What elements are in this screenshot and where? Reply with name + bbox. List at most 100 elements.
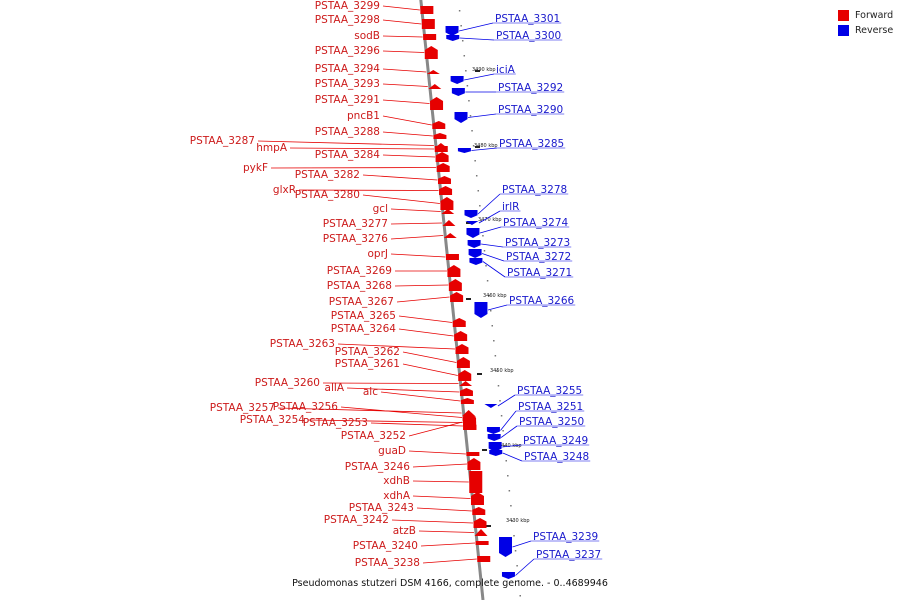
reverse-gene-label[interactable]: PSTAA_3301 [495, 13, 560, 25]
forward-gene[interactable] [442, 220, 456, 226]
forward-gene-label[interactable]: PSTAA_3238 [355, 557, 420, 569]
reverse-gene[interactable] [488, 442, 502, 452]
forward-gene-label[interactable]: pncB1 [347, 110, 380, 122]
forward-gene-label[interactable]: gcl [373, 203, 388, 215]
forward-gene-label[interactable]: glxR [273, 184, 296, 196]
forward-gene-label[interactable]: atzB [393, 525, 416, 537]
forward-gene-label[interactable]: PSTAA_3256 [273, 401, 339, 413]
forward-gene[interactable] [426, 70, 440, 74]
forward-gene-label[interactable]: PSTAA_3268 [327, 280, 392, 292]
reverse-gene[interactable] [501, 572, 515, 579]
forward-gene[interactable] [450, 292, 464, 302]
reverse-gene[interactable] [484, 404, 498, 408]
forward-gene[interactable] [448, 279, 462, 291]
forward-gene[interactable] [443, 233, 457, 238]
forward-gene-label[interactable]: xdhA [383, 490, 411, 502]
reverse-gene[interactable] [474, 302, 488, 318]
forward-gene-label[interactable]: PSTAA_3291 [315, 94, 380, 106]
reverse-gene-label[interactable]: PSTAA_3271 [507, 267, 572, 279]
forward-gene-label[interactable]: PSTAA_3294 [315, 63, 381, 75]
forward-gene[interactable] [459, 381, 473, 386]
forward-gene-label[interactable]: PSTAA_3277 [323, 218, 388, 230]
forward-gene[interactable] [462, 410, 476, 416]
reverse-gene-label[interactable]: PSTAA_3239 [533, 531, 598, 543]
forward-gene-label[interactable]: PSTAA_3284 [315, 149, 381, 161]
reverse-gene-label[interactable]: PSTAA_3273 [505, 237, 570, 249]
forward-gene[interactable] [460, 398, 474, 404]
reverse-gene-label[interactable]: PSTAA_3255 [517, 385, 582, 397]
reverse-gene-label[interactable]: PSTAA_3250 [519, 416, 584, 428]
forward-gene[interactable] [472, 507, 486, 515]
reverse-gene-label[interactable]: PSTAA_3237 [536, 549, 601, 561]
forward-gene-label[interactable]: PSTAA_3254 [240, 414, 306, 426]
forward-gene[interactable] [424, 46, 438, 59]
forward-gene[interactable] [467, 458, 481, 470]
forward-gene[interactable] [434, 146, 448, 152]
reverse-gene[interactable] [467, 240, 481, 248]
forward-gene-label[interactable]: oprJ [367, 248, 388, 260]
forward-gene-label[interactable]: PSTAA_3267 [329, 296, 394, 308]
forward-gene-label[interactable]: PSTAA_3243 [349, 502, 414, 514]
forward-gene[interactable] [447, 265, 461, 277]
forward-gene[interactable] [469, 471, 483, 493]
forward-gene-label[interactable]: PSTAA_3257 [210, 402, 275, 414]
forward-gene[interactable] [439, 186, 453, 195]
forward-gene[interactable] [445, 254, 459, 260]
reverse-gene[interactable] [454, 112, 468, 123]
reverse-gene[interactable] [450, 76, 464, 84]
reverse-gene[interactable] [445, 26, 459, 36]
forward-gene-label[interactable]: PSTAA_3262 [335, 346, 400, 358]
reverse-gene-label[interactable]: PSTAA_3248 [524, 451, 589, 463]
forward-gene[interactable] [440, 197, 454, 210]
forward-gene[interactable] [437, 176, 451, 184]
forward-gene[interactable] [473, 518, 487, 528]
forward-gene-label[interactable]: PSTAA_3265 [331, 310, 396, 322]
forward-gene-label[interactable]: PSTAA_3299 [315, 0, 380, 12]
reverse-gene-label[interactable]: PSTAA_3274 [503, 217, 569, 229]
forward-gene[interactable] [474, 529, 488, 536]
forward-gene-label[interactable]: PSTAA_3252 [341, 430, 406, 442]
forward-gene[interactable] [420, 6, 434, 14]
forward-gene-label[interactable]: PSTAA_3287 [190, 135, 255, 147]
forward-gene-label[interactable]: PSTAA_3253 [303, 417, 368, 429]
forward-gene-label[interactable]: hmpA [256, 142, 288, 154]
forward-gene[interactable] [423, 34, 437, 40]
reverse-gene-label[interactable]: iciA [496, 64, 516, 76]
forward-gene[interactable] [475, 541, 489, 545]
forward-gene[interactable] [477, 556, 491, 562]
forward-gene-label[interactable]: pykF [243, 162, 268, 174]
forward-gene[interactable] [435, 152, 449, 162]
reverse-gene-label[interactable]: PSTAA_3272 [506, 251, 571, 263]
forward-gene[interactable] [463, 414, 477, 430]
reverse-gene-label[interactable]: PSTAA_3251 [518, 401, 583, 413]
forward-gene[interactable] [466, 452, 480, 456]
forward-gene[interactable] [432, 121, 446, 129]
forward-gene-label[interactable]: PSTAA_3269 [327, 265, 392, 277]
reverse-gene-label[interactable]: PSTAA_3249 [523, 435, 588, 447]
forward-gene-label[interactable]: PSTAA_3282 [295, 169, 360, 181]
reverse-gene[interactable] [465, 221, 479, 225]
forward-gene[interactable] [470, 492, 484, 505]
forward-gene[interactable] [441, 209, 455, 214]
reverse-gene-label[interactable]: PSTAA_3290 [498, 104, 563, 116]
forward-gene-label[interactable]: guaD [378, 445, 406, 457]
reverse-gene[interactable] [457, 148, 471, 153]
forward-gene-label[interactable]: PSTAA_3280 [295, 189, 360, 201]
forward-gene-label[interactable]: xdhB [383, 475, 410, 487]
forward-gene[interactable] [428, 84, 442, 89]
forward-gene[interactable] [421, 19, 435, 29]
forward-gene[interactable] [433, 133, 447, 139]
forward-gene-label[interactable]: PSTAA_3242 [324, 514, 389, 526]
forward-gene-label[interactable]: allA [325, 382, 345, 394]
forward-gene-label[interactable]: PSTAA_3288 [315, 126, 380, 138]
forward-gene[interactable] [436, 163, 450, 172]
forward-gene-label[interactable]: PSTAA_3264 [331, 323, 397, 335]
reverse-gene-label[interactable]: irlR [502, 201, 519, 213]
forward-gene-label[interactable]: PSTAA_3263 [270, 338, 335, 350]
reverse-gene[interactable] [469, 258, 483, 265]
reverse-gene-label[interactable]: PSTAA_3300 [496, 30, 561, 42]
forward-gene-label[interactable]: PSTAA_3261 [335, 358, 400, 370]
forward-gene-label[interactable]: PSTAA_3293 [315, 78, 380, 90]
forward-gene-label[interactable]: PSTAA_3296 [315, 45, 381, 57]
forward-gene-label[interactable]: PSTAA_3240 [353, 540, 418, 552]
